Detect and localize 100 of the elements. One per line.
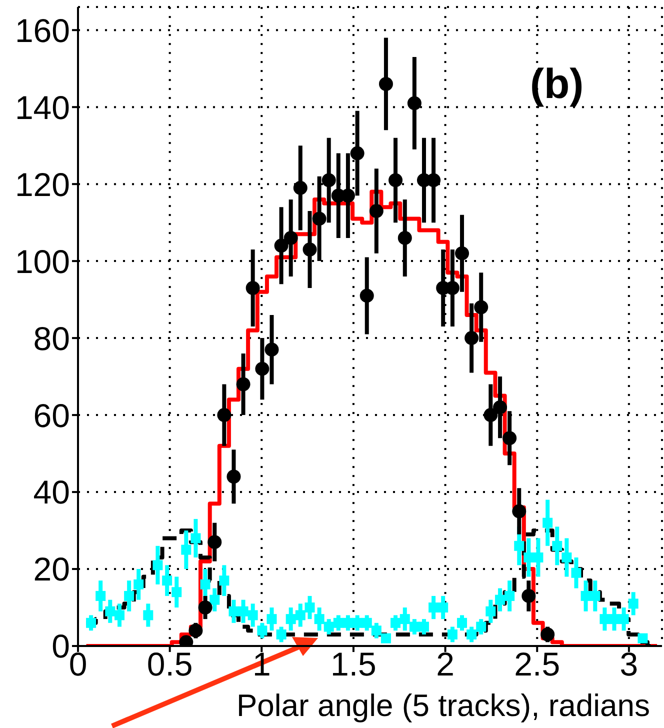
point	[219, 576, 230, 586]
point	[486, 606, 496, 616]
annotation: (b)	[530, 60, 584, 108]
point	[390, 618, 401, 628]
point	[360, 288, 374, 303]
point	[455, 246, 470, 260]
point	[476, 622, 486, 632]
point	[190, 533, 201, 544]
point	[322, 173, 336, 188]
point	[533, 552, 544, 562]
point	[409, 622, 420, 632]
y-tick-label: 40	[33, 474, 70, 511]
point	[198, 600, 212, 615]
point	[571, 568, 582, 578]
point	[484, 408, 498, 422]
point	[134, 579, 144, 590]
point	[380, 633, 391, 644]
point	[398, 230, 412, 245]
point	[388, 173, 403, 188]
x-tick-label: 3	[620, 645, 638, 682]
point	[188, 624, 203, 638]
x-tick-label: 1.5	[330, 645, 376, 682]
y-tick-label: 60	[33, 396, 70, 434]
point	[274, 238, 288, 253]
point	[114, 610, 125, 620]
point	[350, 146, 364, 160]
point	[257, 626, 268, 636]
point	[312, 212, 326, 226]
point	[580, 590, 591, 601]
point	[638, 633, 648, 644]
y-tick-label: 120	[14, 166, 70, 203]
point	[407, 96, 422, 110]
point	[152, 560, 163, 570]
point	[228, 606, 239, 616]
point	[552, 540, 562, 551]
point	[295, 610, 306, 620]
point	[302, 242, 317, 257]
point	[246, 281, 260, 296]
point	[618, 614, 629, 624]
point	[426, 173, 441, 188]
point	[248, 610, 258, 620]
point	[181, 544, 192, 555]
point	[514, 540, 524, 551]
point	[600, 614, 610, 624]
x-tick-label: 2	[436, 645, 454, 682]
y-tick-label: 100	[14, 242, 70, 280]
point	[208, 535, 222, 550]
point	[590, 590, 600, 601]
point	[143, 610, 154, 620]
point	[512, 504, 526, 518]
point	[522, 588, 536, 603]
point	[524, 552, 534, 562]
y-tick-label: 140	[14, 88, 70, 126]
point	[284, 230, 298, 245]
point	[105, 606, 116, 616]
y-tick-label: 20	[33, 550, 70, 588]
point	[464, 331, 479, 346]
point	[371, 626, 382, 636]
point	[172, 587, 182, 598]
point	[474, 300, 488, 314]
point	[493, 400, 508, 414]
y-tick-label: 160	[14, 12, 70, 49]
point	[96, 590, 106, 601]
point	[495, 594, 506, 605]
point	[255, 362, 270, 376]
point	[362, 618, 372, 628]
point	[378, 76, 393, 91]
point	[466, 629, 477, 640]
point	[542, 518, 553, 528]
x-tick-label: 0.5	[146, 645, 193, 682]
point	[304, 602, 315, 613]
point	[314, 614, 324, 624]
point	[400, 614, 410, 624]
point	[200, 579, 210, 590]
point	[226, 470, 241, 484]
point	[266, 614, 277, 624]
point	[428, 602, 439, 613]
point	[562, 552, 572, 562]
point	[502, 431, 517, 446]
point	[324, 622, 334, 632]
y-tick-label: 80	[33, 320, 70, 357]
point	[438, 602, 448, 613]
point	[276, 629, 286, 640]
point	[162, 576, 172, 586]
point	[418, 622, 429, 632]
point	[457, 618, 468, 628]
point	[504, 590, 515, 601]
x-axis-title: Polar angle (5 tracks), radians	[236, 688, 650, 723]
x-tick-label: 2.5	[514, 645, 560, 682]
point	[236, 377, 250, 392]
point	[293, 180, 308, 195]
point	[264, 342, 279, 357]
point	[286, 614, 296, 624]
point	[447, 629, 458, 640]
point	[628, 598, 638, 609]
point	[86, 618, 96, 628]
point	[124, 590, 134, 601]
point	[540, 627, 555, 642]
point	[210, 594, 220, 605]
point	[369, 204, 384, 218]
